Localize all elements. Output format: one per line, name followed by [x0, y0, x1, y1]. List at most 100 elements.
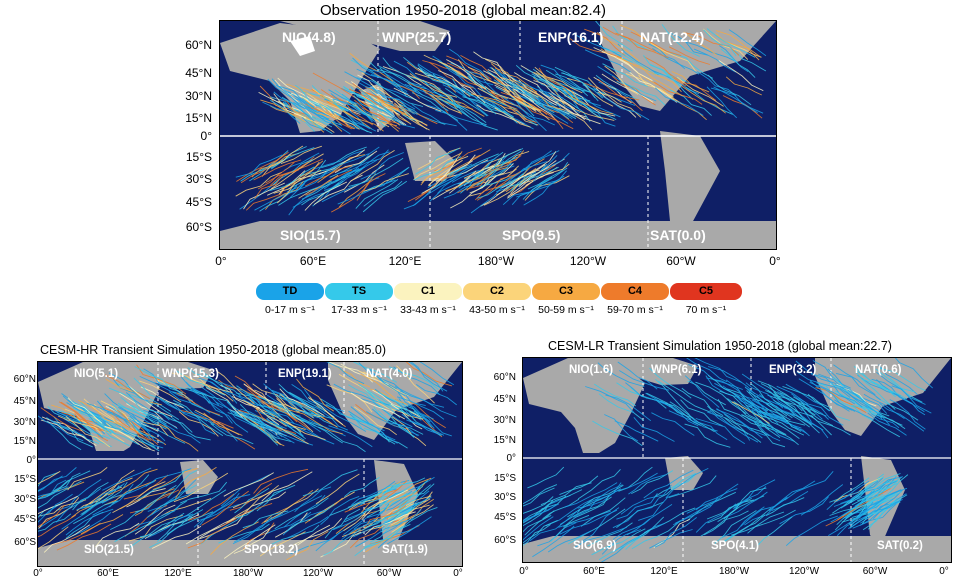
cyclone-track — [323, 528, 361, 556]
cyclone-track — [319, 95, 372, 130]
cyclone-track — [243, 182, 285, 210]
cyclone-track — [300, 87, 347, 109]
cyclone-track — [542, 498, 580, 520]
cyclone-track — [104, 426, 151, 450]
hr-basin-sio: SIO(21.5) — [84, 544, 134, 556]
cyclone-track — [695, 488, 738, 511]
cyclone-track — [523, 102, 574, 130]
cyclone-track — [200, 511, 247, 545]
cyclone-track — [265, 409, 306, 440]
hr-lon-label: 0° — [33, 568, 43, 579]
cyclone-track — [717, 399, 765, 428]
cyclone-track — [330, 180, 371, 213]
cyclone-track — [494, 107, 531, 128]
cyclone-track — [591, 528, 646, 556]
cyclone-track — [238, 409, 282, 432]
cyclone-track — [745, 404, 781, 438]
cyclone-track — [271, 78, 315, 108]
cyclone-track — [518, 90, 566, 116]
cyclone-track — [747, 509, 796, 534]
cyclone-track — [456, 163, 514, 188]
cyclone-track — [483, 70, 527, 103]
cyclone-track — [793, 396, 834, 427]
cyclone-track — [376, 98, 410, 124]
cyclone-track — [188, 376, 233, 393]
cyclone-track — [410, 362, 448, 392]
cyclone-track — [833, 364, 876, 396]
lr-lon-label: 60°E — [583, 566, 605, 577]
obs-lon-label: 0° — [215, 254, 227, 268]
cyclone-track — [420, 88, 463, 115]
cyclone-track — [223, 472, 274, 497]
cyclone-track — [686, 41, 738, 63]
obs-map: NIO(4.8) WNP(25.7) ENP(16.1) NAT(12.4) S… — [219, 20, 777, 250]
cyclone-track — [348, 384, 385, 410]
cyclone-track — [175, 466, 217, 499]
cyclone-track — [502, 88, 542, 113]
cyclone-track — [517, 151, 557, 180]
cyclone-track — [328, 89, 378, 117]
cyclone-track — [281, 160, 324, 189]
cyclone-track — [235, 488, 286, 519]
cyclone-track — [685, 86, 733, 115]
cyclone-track — [487, 98, 536, 123]
cyclone-track — [288, 182, 328, 216]
cyclone-track — [839, 387, 883, 420]
legend-swatch-ts: TS — [325, 283, 393, 300]
cyclone-track — [412, 173, 462, 207]
cyclone-track — [361, 489, 408, 521]
cyclone-track — [836, 488, 891, 521]
cyclone-track — [470, 178, 516, 214]
cyclone-track — [720, 48, 756, 78]
obs-lat-label: 30°S — [185, 172, 212, 186]
cyclone-track — [388, 366, 439, 390]
cyclone-track — [490, 63, 539, 95]
cyclone-track — [484, 86, 537, 112]
cyclone-track — [687, 380, 726, 406]
cyclone-track — [668, 46, 711, 65]
cyclone-track — [638, 74, 683, 105]
cyclone-track — [411, 103, 457, 127]
cyclone-track — [523, 484, 558, 505]
cyclone-track — [584, 49, 632, 73]
cyclone-track — [875, 396, 919, 421]
cyclone-track — [858, 489, 902, 516]
lr-map: NIO(1.6) WNP(6.1) ENP(3.2) NAT(0.6) SIO(… — [522, 357, 952, 563]
cyclone-track — [601, 73, 654, 103]
cyclone-track — [680, 399, 724, 427]
cyclone-track — [380, 402, 433, 428]
cyclone-track — [730, 511, 785, 536]
cyclone-track — [352, 82, 400, 110]
cyclone-track — [784, 407, 829, 439]
cyclone-track — [353, 95, 399, 123]
cyclone-track — [314, 400, 367, 432]
cyclone-track — [368, 68, 420, 95]
cyclone-track — [540, 482, 592, 506]
cyclone-track — [562, 87, 614, 115]
cyclone-track — [405, 362, 453, 387]
cyclone-track — [626, 504, 673, 536]
cyclone-track — [631, 470, 674, 495]
cyclone-track — [697, 71, 737, 97]
cyclone-track — [38, 467, 77, 492]
cyclone-track — [128, 515, 183, 542]
cyclone-track — [92, 483, 134, 516]
cyclone-track — [285, 504, 335, 533]
cyclone-track — [612, 518, 651, 540]
cyclone-track — [413, 156, 462, 181]
cyclone-track — [675, 504, 712, 524]
cyclone-track — [86, 409, 131, 435]
cyclone-track — [476, 173, 524, 199]
lr-lat-label: 15°S — [494, 473, 516, 484]
cyclone-track — [633, 417, 675, 442]
cyclone-track — [301, 169, 356, 200]
cyclone-track — [484, 100, 534, 130]
cyclone-track — [829, 494, 879, 516]
cyclone-track — [703, 29, 737, 57]
cyclone-track — [417, 64, 463, 91]
cyclone-track — [757, 380, 812, 412]
cyclone-track — [369, 62, 417, 92]
cyclone-track — [661, 401, 701, 426]
cyclone-track — [273, 91, 315, 122]
hr-lon-label: 60°E — [97, 568, 119, 579]
